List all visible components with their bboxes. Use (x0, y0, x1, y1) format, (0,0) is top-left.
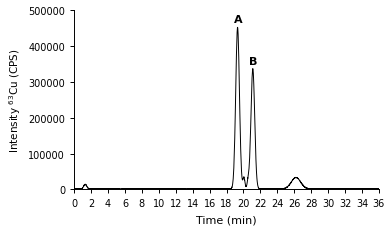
Text: A: A (234, 15, 242, 25)
Y-axis label: Intensity $^{63}$Cu (CPS): Intensity $^{63}$Cu (CPS) (7, 48, 23, 152)
Text: B: B (249, 56, 258, 66)
X-axis label: Time (min): Time (min) (196, 214, 257, 224)
